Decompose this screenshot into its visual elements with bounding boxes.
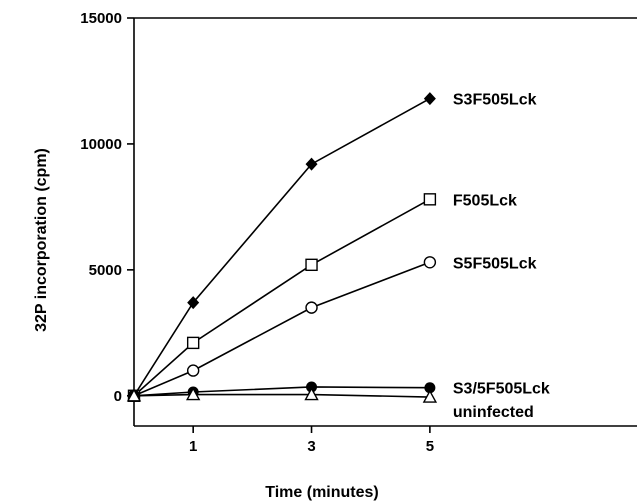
data-point (126, 388, 142, 402)
series-group: S3F505Lck F505Lck S5F505Lck S3/5F505Lck unin… (126, 92, 550, 421)
series-s3f505lck: S3F505Lck (128, 92, 537, 403)
series-line (133, 97, 431, 397)
data-point (424, 382, 436, 394)
series-label: S5F505Lck (453, 255, 537, 272)
x-tick-label: 5 (426, 438, 434, 455)
data-point (185, 387, 201, 401)
data-point (305, 258, 318, 272)
axis-ticks: 0 5000 10000 15000 1 3 5 (80, 10, 434, 455)
data-point (186, 364, 200, 377)
series-line (133, 261, 431, 397)
y-tick-label: 5000 (89, 262, 122, 279)
data-point (422, 389, 438, 403)
data-point (304, 387, 319, 401)
data-point (187, 296, 200, 310)
data-point (305, 301, 318, 314)
y-axis-label: 32P incorporation (cpm) (33, 148, 50, 332)
data-point (306, 381, 318, 393)
x-axis-label: Time (minutes) (265, 484, 379, 501)
axes (133, 17, 637, 427)
x-tick-label: 3 (307, 438, 315, 455)
series-label: uninfected (453, 404, 534, 421)
x-tick-label: 1 (189, 438, 197, 455)
series-uninfected: uninfected (126, 387, 534, 421)
series-label: S3/5F505Lck (453, 381, 550, 398)
series-label: F505Lck (453, 192, 517, 209)
data-point (186, 336, 200, 350)
y-tick-label: 0 (114, 388, 122, 405)
series-f505lck: F505Lck (127, 192, 517, 402)
series-line (133, 386, 430, 397)
y-tick-label: 15000 (80, 10, 122, 27)
series-s5f505lck: S5F505Lck (127, 255, 537, 402)
series-line (133, 198, 431, 397)
data-point (423, 256, 437, 269)
data-point (305, 157, 318, 171)
data-point (423, 92, 436, 106)
series-line (133, 393, 430, 398)
y-tick-label: 10000 (80, 136, 122, 153)
series-label: S3F505Lck (453, 92, 537, 109)
data-point (423, 193, 437, 206)
